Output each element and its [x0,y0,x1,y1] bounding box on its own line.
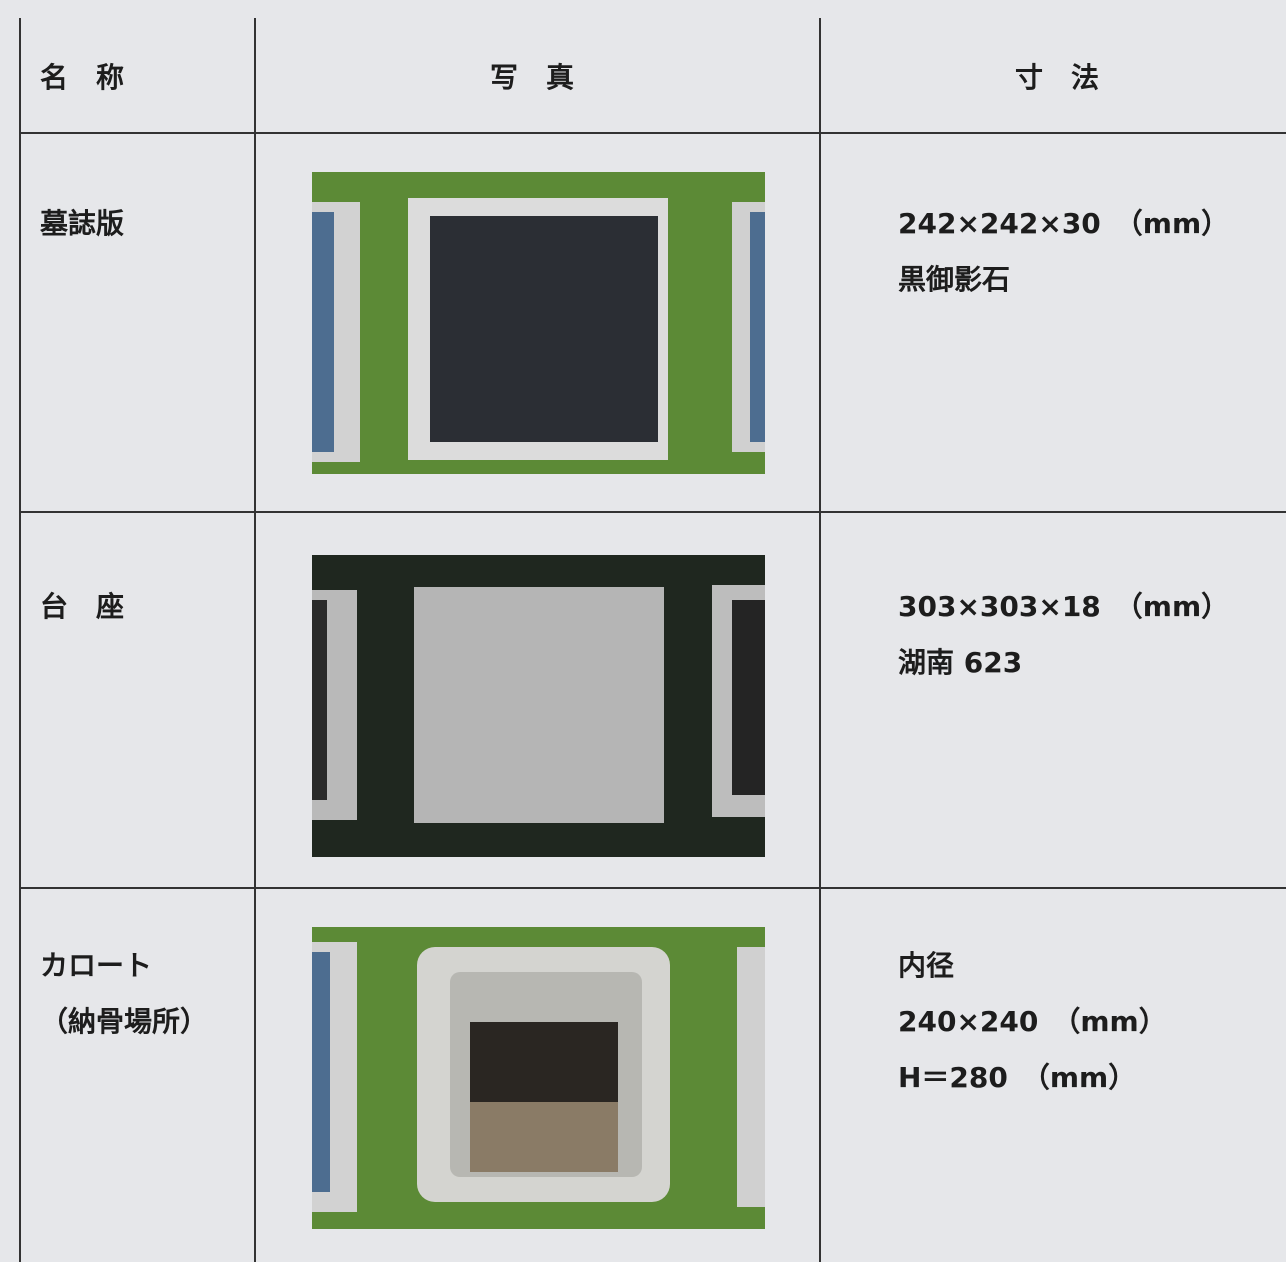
detail-line: 内径 [898,949,955,982]
item-name: 台 座 [40,579,124,635]
name-line: カロート [40,949,153,982]
row-border [20,511,1286,513]
item-name: カロート （納骨場所） [40,938,208,1050]
detail-line: 303×303×18 （mm） [898,590,1230,623]
name-line: （納骨場所） [40,1005,209,1038]
detail-line: 240×240 （mm） [898,1005,1167,1038]
photo [312,555,765,857]
photo [312,927,765,1229]
detail-line: 湖南 623 [898,646,1023,679]
header-cell: 名 称 [40,61,125,94]
item-details: 242×242×30 （mm） 黒御影石 [898,196,1229,308]
detail-line: 黒御影石 [898,263,1011,296]
header-cell: 写 真 [490,61,575,94]
detail-line: 242×242×30 （mm） [898,207,1230,240]
column-border [254,18,256,1262]
column-border [819,18,821,1262]
item-name: 墓誌版 [40,196,124,252]
detail-line: H＝280 （mm） [898,1061,1137,1094]
photo [312,172,765,474]
name-line: 台 座 [40,590,125,623]
item-details: 303×303×18 （mm） 湖南 623 [898,579,1229,691]
row-border [20,132,1286,134]
column-border [19,18,21,1262]
name-line: 墓誌版 [40,207,125,240]
header-cell: 寸 法 [1015,61,1100,94]
row-border [20,887,1286,889]
item-details: 内径 240×240 （mm） H＝280 （mm） [898,938,1167,1106]
